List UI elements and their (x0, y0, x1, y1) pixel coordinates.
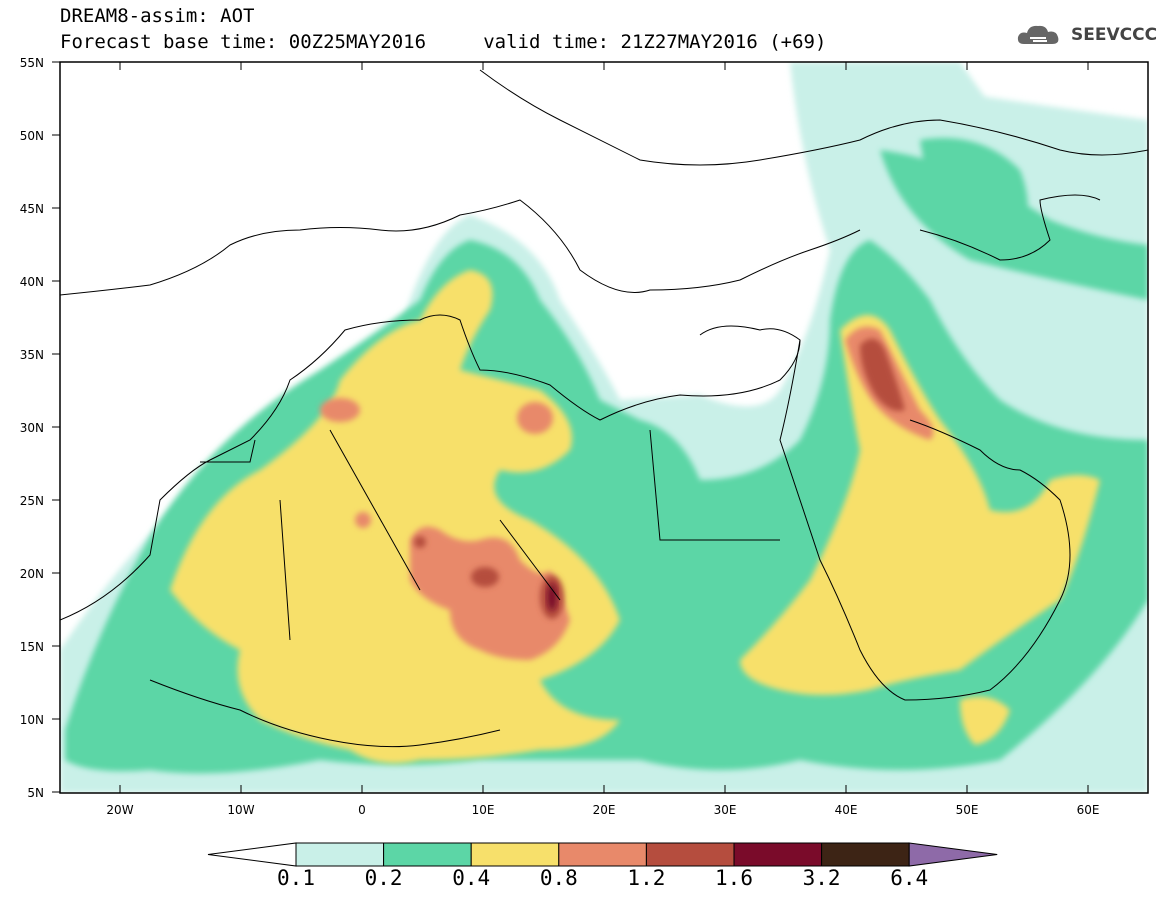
lat-label: 20N (20, 567, 44, 581)
lon-label: 30E (714, 803, 737, 817)
forecast-times: Forecast base time: 00Z25MAY2016 valid t… (60, 31, 827, 53)
lon-label: 20W (106, 803, 133, 817)
colorbar-bin (733, 842, 823, 867)
colorbar-label: 6.4 (890, 866, 929, 890)
logo-text: SEEVCCC (1071, 25, 1158, 45)
lon-label: 20E (593, 803, 616, 817)
aot-field (60, 62, 1148, 793)
lat-label: 40N (20, 275, 44, 289)
lat-label: 35N (20, 348, 44, 362)
lat-label: 10N (20, 713, 44, 727)
lon-label: 50E (956, 803, 979, 817)
colorbar-bin (645, 842, 735, 867)
lat-label: 30N (20, 421, 44, 435)
colorbar-bin (470, 842, 560, 867)
lat-label: 55N (20, 56, 44, 70)
cloud-icon (1017, 25, 1059, 44)
colorbar-label: 0.4 (452, 866, 491, 890)
colorbar-bin (821, 842, 910, 867)
colorbar-label: 1.6 (715, 866, 753, 890)
colorbar-label: 3.2 (802, 866, 841, 890)
lon-label: 10W (227, 803, 254, 817)
colorbar-label: 0.2 (364, 866, 403, 890)
lon-label: 0 (358, 803, 366, 817)
lon-labels: 20W 10W 0 10E 20E 30E 40E 50E 60E (106, 803, 1099, 817)
colorbar-over-triangle (908, 842, 998, 867)
colorbar-under-triangle (207, 842, 297, 867)
lon-label: 60E (1077, 803, 1100, 817)
colorbar-bin (295, 842, 385, 867)
colorbar-label: 0.1 (277, 866, 315, 890)
lat-label: 45N (20, 202, 44, 216)
lat-labels: 55N 50N 45N 40N 35N 30N 25N 20N 15N 10N … (20, 56, 44, 800)
colorbar-label: 1.2 (627, 866, 666, 890)
lat-label: 25N (20, 494, 44, 508)
lat-label: 5N (27, 786, 44, 800)
lon-label: 10E (472, 803, 495, 817)
lon-label: 40E (835, 803, 858, 817)
colorbar (207, 842, 998, 867)
colorbar-bin (558, 842, 647, 867)
lat-label: 15N (20, 640, 44, 654)
graticule (119, 62, 1089, 793)
lat-label: 50N (20, 129, 44, 143)
seevccc-logo: SEEVCCC (1016, 22, 1157, 48)
coastlines (60, 69, 1148, 748)
colorbar-bin (383, 842, 472, 867)
colorbar-label: 0.8 (539, 866, 578, 890)
chart-title: DREAM8-assim: AOT (60, 5, 255, 27)
